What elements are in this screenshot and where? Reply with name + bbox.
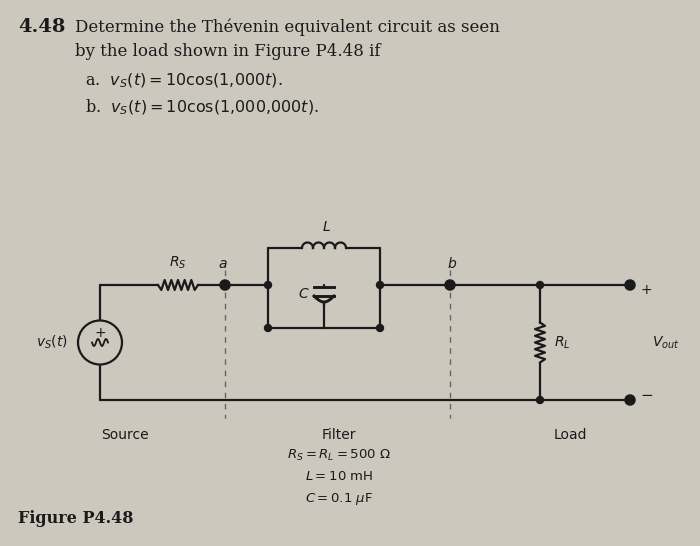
Text: 4.48: 4.48 (18, 18, 65, 36)
Circle shape (536, 396, 543, 403)
Circle shape (626, 395, 634, 405)
Text: Filter: Filter (322, 428, 356, 442)
Text: $R_S$: $R_S$ (169, 254, 187, 271)
Text: b.  $v_S(t) = 10\cos(1{,}000{,}000t)$.: b. $v_S(t) = 10\cos(1{,}000{,}000t)$. (85, 98, 319, 117)
Text: $R_L$: $R_L$ (554, 334, 570, 351)
Text: Determine the Thévenin equivalent circuit as seen: Determine the Thévenin equivalent circui… (75, 18, 500, 35)
Circle shape (265, 324, 272, 331)
Text: Figure P4.48: Figure P4.48 (18, 510, 134, 527)
Text: +: + (640, 283, 652, 297)
Circle shape (377, 324, 384, 331)
Text: $a$: $a$ (218, 257, 228, 271)
Text: $R_S = R_L = 500\ \Omega$
$L = 10$ mH
$C = 0.1\ \mu$F: $R_S = R_L = 500\ \Omega$ $L = 10$ mH $C… (287, 448, 391, 507)
Text: −: − (640, 388, 652, 402)
Text: Load: Load (553, 428, 587, 442)
Text: $C$: $C$ (298, 287, 310, 301)
Text: a.  $v_S(t) = 10\cos(1{,}000t)$.: a. $v_S(t) = 10\cos(1{,}000t)$. (85, 72, 283, 91)
Circle shape (265, 282, 272, 288)
Circle shape (78, 321, 122, 365)
Circle shape (377, 282, 384, 288)
Text: $v_S(t)$: $v_S(t)$ (36, 334, 68, 351)
Text: $b$: $b$ (447, 256, 457, 271)
Text: by the load shown in Figure P4.48 if: by the load shown in Figure P4.48 if (75, 43, 381, 60)
Text: Source: Source (102, 428, 149, 442)
Text: $L$: $L$ (321, 220, 330, 234)
Text: +: + (94, 327, 106, 340)
Circle shape (536, 282, 543, 288)
Text: $V_{out}$: $V_{out}$ (652, 334, 680, 351)
Circle shape (220, 281, 230, 289)
Circle shape (445, 281, 454, 289)
Circle shape (626, 281, 634, 289)
